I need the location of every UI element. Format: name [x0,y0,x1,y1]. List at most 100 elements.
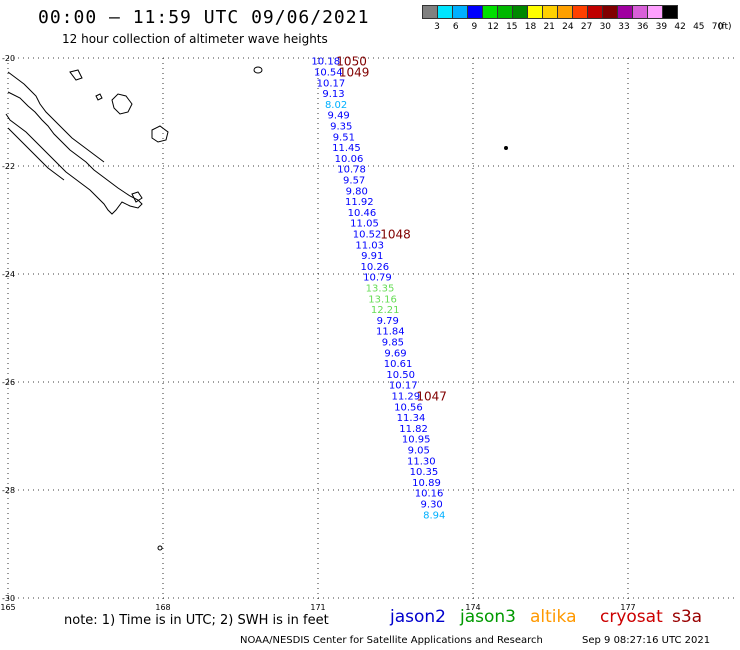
wave-height-value: 9.57 [343,176,365,187]
mission-s3a: s3a [672,607,703,627]
wave-height-value: 11.05 [350,219,379,230]
wave-height-value: 11.84 [376,327,405,338]
color-scale-label: 6 [452,22,459,32]
observations-layer: 10.1810.5410.179.138.029.499.359.5111.45… [311,57,445,522]
color-scale-label: 21 [543,22,555,32]
latitude-label: -30 [2,594,15,603]
wave-height-value: 13.35 [366,284,395,295]
wave-height-value: 9.51 [333,132,355,143]
color-scale-swatch [662,5,678,19]
coastline-small-islet [157,545,163,551]
mission-jason2: jason2 [390,607,446,627]
time-label: 1048 [380,228,411,242]
color-scale-label: 24 [562,22,574,32]
wave-height-value: 12.21 [371,305,400,316]
color-scale-label: 27 [580,22,593,32]
wave-height-value: 9.35 [330,122,352,133]
coastline-isle-of-pines [131,191,143,203]
wave-height-value: 9.30 [421,500,443,511]
wave-height-value: 9.69 [384,348,406,359]
coastline [5,66,508,551]
chart-title: 00:00 – 11:59 UTC 09/06/2021 [38,7,370,28]
longitude-label: 171 [310,603,325,612]
color-scale-label: 18 [524,22,537,32]
color-scale-label: 42 [674,22,686,32]
wave-height-value: 10.56 [394,402,423,413]
wave-height-value: 10.61 [384,359,413,370]
color-scale-label: 30 [599,22,612,32]
coastline-grande-terre [5,91,143,215]
footer-note: note: 1) Time is in UTC; 2) SWH is in fe… [64,613,329,628]
latitude-label: -20 [2,54,15,63]
wave-height-value: 8.02 [325,100,347,111]
longitude-label: 165 [0,603,15,612]
wave-height-value: 10.50 [386,370,415,381]
wave-height-value: 9.91 [361,251,383,262]
coastline-mare [151,125,169,143]
wave-height-value: 11.29 [392,392,421,403]
wave-height-value: 9.80 [346,186,368,197]
wave-height-value: 10.78 [337,165,366,176]
coastline-lifou [111,93,133,115]
longitude-label: 174 [465,603,480,612]
time-label: 1050 [336,55,367,69]
wave-height-value: 10.79 [363,273,392,284]
wave-height-value: 10.46 [348,208,377,219]
color-scale-label: 3 [434,22,440,32]
mission-altika: altika [530,607,577,627]
wave-height-value: 11.92 [345,197,374,208]
color-scale-label: 45 [693,22,705,32]
wave-height-value: 10.26 [361,262,390,273]
coastline-reef [7,71,105,163]
longitude-label: 168 [155,603,170,612]
wave-height-value: 11.34 [397,413,426,424]
coastline-hunter-islet [504,146,508,150]
coastline-walpole-islet [253,66,263,74]
color-scale-label: 36 [636,22,649,32]
coastline-ouvea [69,69,83,81]
color-scale-label: 33 [618,22,630,32]
wave-height-value: 8.94 [423,510,445,521]
chart-subtitle: 12 hour collection of altimeter wave hei… [62,32,328,46]
color-scale-label: 39 [655,22,668,32]
longitude-label: 177 [620,603,635,612]
wave-height-value: 10.17 [317,78,346,89]
footer-date: Sep 9 08:27:16 UTC 2021 [582,635,711,646]
wave-height-value: 10.06 [335,154,364,165]
wave-height-value: 10.52 [353,230,382,241]
footer-credit: NOAA/NESDIS Center for Satellite Applica… [240,635,543,646]
mission-cryosat: cryosat [600,607,663,627]
color-scale-label: 12 [487,22,499,32]
wave-height-value: 10.35 [410,467,439,478]
time-label: 1047 [416,390,447,404]
wave-height-value: 9.49 [328,111,350,122]
coastline-tiga [95,93,103,101]
latitude-label: -24 [2,270,15,279]
wave-height-value: 9.79 [377,316,399,327]
coastline-reef-2 [7,127,65,181]
latitude-label: -28 [2,486,15,495]
wave-height-value: 10.16 [415,489,444,500]
wave-height-value: 13.16 [368,294,397,305]
time-label: 1049 [339,66,370,80]
wave-height-value: 10.18 [311,57,340,68]
color-scale-label: 70 [711,22,724,32]
mission-jason3: jason3 [460,607,516,627]
latitude-label: -26 [2,378,15,387]
wave-height-value: 10.54 [314,68,343,79]
wave-height-value: 10.89 [412,478,441,489]
color-scale-unit: (ft) [718,22,732,32]
wave-height-value: 11.82 [399,424,428,435]
color-scale-labels: 3 6 9 12 15 18 21 24 27 30 33 36 39 42 45 70 [422,22,740,36]
wave-height-value: 11.03 [355,240,384,251]
wave-height-value: 9.05 [408,446,430,457]
color-scale-label: 15 [506,22,518,32]
wave-height-value: 10.17 [389,381,418,392]
color-scale-label: 9 [471,22,478,32]
wave-height-value: 10.95 [402,435,431,446]
wave-height-value: 9.13 [322,89,344,100]
color-scale-legend [422,5,678,19]
